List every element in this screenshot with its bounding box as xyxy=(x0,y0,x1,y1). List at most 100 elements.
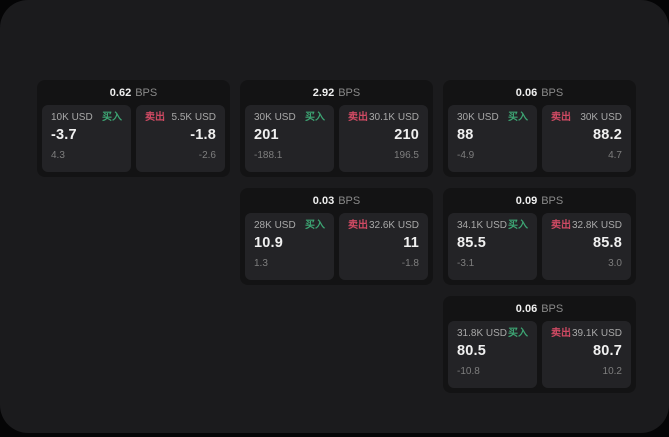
buy-change-value: -188.1 xyxy=(254,150,283,161)
buy-price-value: 80.5 xyxy=(457,343,487,359)
buy-badge: 买入 xyxy=(508,220,528,231)
buy-change-value: 1.3 xyxy=(254,258,268,269)
sell-badge: 卖出 xyxy=(551,328,571,339)
quote-card: 0.62 BPS 10K USD 买入 -3.7 4.3 卖出 5.5K USD… xyxy=(37,80,230,177)
quote-panels: 10K USD 买入 -3.7 4.3 卖出 5.5K USD -1.8 -2.… xyxy=(42,105,225,172)
sell-quote-panel[interactable]: 卖出 32.6K USD 11 -1.8 xyxy=(339,213,428,280)
buy-price-value: 88 xyxy=(457,127,474,143)
sell-change-value: 4.7 xyxy=(608,150,622,161)
buy-price-value: 10.9 xyxy=(254,235,284,251)
quote-card: 0.09 BPS 34.1K USD 买入 85.5 -3.1 卖出 32.8K… xyxy=(443,188,636,285)
sell-notional-label: 30.1K USD xyxy=(368,112,419,123)
sell-badge: 卖出 xyxy=(551,220,571,231)
bps-unit-label: BPS xyxy=(338,86,361,99)
buy-change-value: -3.1 xyxy=(457,258,475,269)
buy-badge: 买入 xyxy=(508,328,528,339)
bps-header: 0.03 BPS xyxy=(245,188,428,213)
sell-panel-header: 卖出 30.1K USD xyxy=(348,112,419,124)
quote-card: 0.03 BPS 28K USD 买入 10.9 1.3 卖出 32.6K US… xyxy=(240,188,433,285)
sell-badge: 卖出 xyxy=(145,112,165,123)
bps-value: 0.62 xyxy=(109,86,132,99)
buy-notional-label: 30K USD xyxy=(457,112,499,123)
buy-notional-label: 28K USD xyxy=(254,220,296,231)
sell-price-value: 85.8 xyxy=(592,235,622,251)
buy-badge: 买入 xyxy=(102,112,122,123)
buy-badge: 买入 xyxy=(305,112,325,123)
sell-change-value: 10.2 xyxy=(602,366,622,377)
sell-change-value: 196.5 xyxy=(393,150,419,161)
buy-quote-panel[interactable]: 34.1K USD 买入 85.5 -3.1 xyxy=(448,213,537,280)
quote-panels: 30K USD 买入 88 -4.9 卖出 30K USD 88.2 4.7 xyxy=(448,105,631,172)
buy-quote-panel[interactable]: 10K USD 买入 -3.7 4.3 xyxy=(42,105,131,172)
sell-badge: 卖出 xyxy=(348,220,368,231)
sell-badge: 卖出 xyxy=(551,112,571,123)
quote-panels: 34.1K USD 买入 85.5 -3.1 卖出 32.8K USD 85.8… xyxy=(448,213,631,280)
quote-card: 2.92 BPS 30K USD 买入 201 -188.1 卖出 30.1K … xyxy=(240,80,433,177)
quote-card: 0.06 BPS 31.8K USD 买入 80.5 -10.8 卖出 39.1… xyxy=(443,296,636,393)
quote-card: 0.06 BPS 30K USD 买入 88 -4.9 卖出 30K USD 8… xyxy=(443,80,636,177)
sell-notional-label: 30K USD xyxy=(580,112,622,123)
quote-panels: 31.8K USD 买入 80.5 -10.8 卖出 39.1K USD 80.… xyxy=(448,321,631,388)
bps-unit-label: BPS xyxy=(135,86,158,99)
bps-value: 2.92 xyxy=(312,86,335,99)
sell-notional-label: 5.5K USD xyxy=(171,112,216,123)
buy-notional-label: 31.8K USD xyxy=(457,328,508,339)
sell-change-value: -1.8 xyxy=(401,258,419,269)
bps-header: 0.06 BPS xyxy=(448,296,631,321)
sell-quote-panel[interactable]: 卖出 30K USD 88.2 4.7 xyxy=(542,105,631,172)
bps-value: 0.03 xyxy=(312,194,335,207)
sell-panel-header: 卖出 5.5K USD xyxy=(145,112,216,124)
sell-price-value: 210 xyxy=(394,127,419,143)
bps-header: 0.06 BPS xyxy=(448,80,631,105)
buy-quote-panel[interactable]: 31.8K USD 买入 80.5 -10.8 xyxy=(448,321,537,388)
buy-panel-header: 34.1K USD 买入 xyxy=(457,220,528,232)
buy-price-value: -3.7 xyxy=(51,127,77,143)
buy-quote-panel[interactable]: 30K USD 买入 88 -4.9 xyxy=(448,105,537,172)
sell-notional-label: 39.1K USD xyxy=(571,328,622,339)
sell-quote-panel[interactable]: 卖出 32.8K USD 85.8 3.0 xyxy=(542,213,631,280)
buy-badge: 买入 xyxy=(508,112,528,123)
sell-notional-label: 32.6K USD xyxy=(368,220,419,231)
bps-unit-label: BPS xyxy=(541,86,564,99)
bps-header: 2.92 BPS xyxy=(245,80,428,105)
sell-price-value: 80.7 xyxy=(592,343,622,359)
sell-change-value: -2.6 xyxy=(198,150,216,161)
sell-quote-panel[interactable]: 卖出 30.1K USD 210 196.5 xyxy=(339,105,428,172)
sell-panel-header: 卖出 39.1K USD xyxy=(551,328,622,340)
buy-badge: 买入 xyxy=(305,220,325,231)
bps-value: 0.06 xyxy=(515,302,538,315)
buy-change-value: 4.3 xyxy=(51,150,65,161)
buy-panel-header: 30K USD 买入 xyxy=(254,112,325,124)
bps-unit-label: BPS xyxy=(541,194,564,207)
buy-change-value: -10.8 xyxy=(457,366,480,377)
sell-price-value: -1.8 xyxy=(190,127,216,143)
sell-panel-header: 卖出 30K USD xyxy=(551,112,622,124)
bps-header: 0.09 BPS xyxy=(448,188,631,213)
bps-value: 0.06 xyxy=(515,86,538,99)
buy-panel-header: 28K USD 买入 xyxy=(254,220,325,232)
sell-price-value: 88.2 xyxy=(592,127,622,143)
buy-price-value: 201 xyxy=(254,127,279,143)
bps-value: 0.09 xyxy=(515,194,538,207)
buy-price-value: 85.5 xyxy=(457,235,487,251)
buy-notional-label: 34.1K USD xyxy=(457,220,508,231)
buy-panel-header: 31.8K USD 买入 xyxy=(457,328,528,340)
quote-panels: 28K USD 买入 10.9 1.3 卖出 32.6K USD 11 -1.8 xyxy=(245,213,428,280)
bps-unit-label: BPS xyxy=(541,302,564,315)
bps-unit-label: BPS xyxy=(338,194,361,207)
sell-panel-header: 卖出 32.6K USD xyxy=(348,220,419,232)
sell-panel-header: 卖出 32.8K USD xyxy=(551,220,622,232)
buy-quote-panel[interactable]: 30K USD 买入 201 -188.1 xyxy=(245,105,334,172)
buy-change-value: -4.9 xyxy=(457,150,475,161)
buy-notional-label: 10K USD xyxy=(51,112,93,123)
bps-header: 0.62 BPS xyxy=(42,80,225,105)
sell-notional-label: 32.8K USD xyxy=(571,220,622,231)
sell-badge: 卖出 xyxy=(348,112,368,123)
sell-change-value: 3.0 xyxy=(608,258,622,269)
buy-quote-panel[interactable]: 28K USD 买入 10.9 1.3 xyxy=(245,213,334,280)
sell-quote-panel[interactable]: 卖出 5.5K USD -1.8 -2.6 xyxy=(136,105,225,172)
sell-quote-panel[interactable]: 卖出 39.1K USD 80.7 10.2 xyxy=(542,321,631,388)
buy-panel-header: 10K USD 买入 xyxy=(51,112,122,124)
sell-price-value: 11 xyxy=(403,235,419,251)
